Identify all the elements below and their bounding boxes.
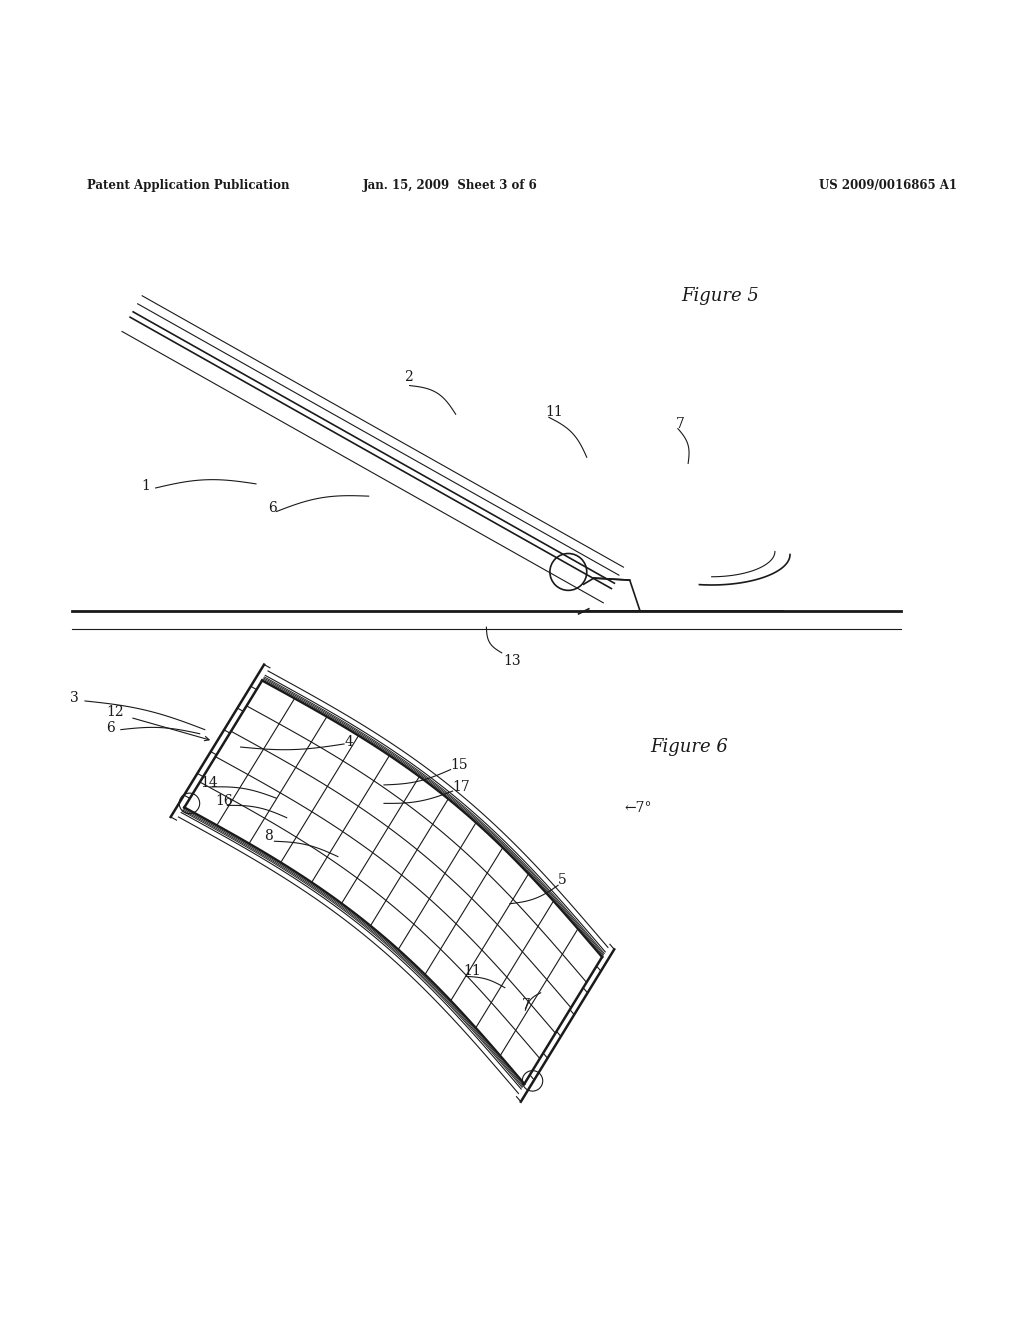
Text: 15: 15 — [451, 759, 468, 772]
Text: 12: 12 — [106, 705, 124, 719]
Text: ←7°: ←7° — [625, 801, 652, 816]
Text: 13: 13 — [504, 653, 521, 668]
Text: Patent Application Publication: Patent Application Publication — [87, 180, 290, 193]
Text: 6: 6 — [106, 721, 116, 735]
Text: US 2009/0016865 A1: US 2009/0016865 A1 — [819, 180, 957, 193]
Text: 11: 11 — [546, 405, 563, 420]
Text: 11: 11 — [463, 965, 480, 978]
Text: Figure 5: Figure 5 — [681, 288, 759, 305]
Text: 2: 2 — [404, 370, 414, 384]
Text: 7: 7 — [522, 998, 531, 1012]
Text: Jan. 15, 2009  Sheet 3 of 6: Jan. 15, 2009 Sheet 3 of 6 — [364, 180, 538, 193]
Text: 4: 4 — [344, 735, 353, 748]
Text: 1: 1 — [141, 479, 151, 492]
Text: 7: 7 — [676, 417, 685, 432]
Text: 8: 8 — [264, 829, 273, 843]
Text: 16: 16 — [215, 795, 232, 808]
Text: 17: 17 — [453, 780, 470, 793]
Text: 5: 5 — [558, 873, 567, 887]
Text: 6: 6 — [268, 502, 278, 515]
Text: 3: 3 — [70, 690, 79, 705]
Text: 14: 14 — [201, 776, 218, 789]
Text: Figure 6: Figure 6 — [650, 738, 728, 756]
